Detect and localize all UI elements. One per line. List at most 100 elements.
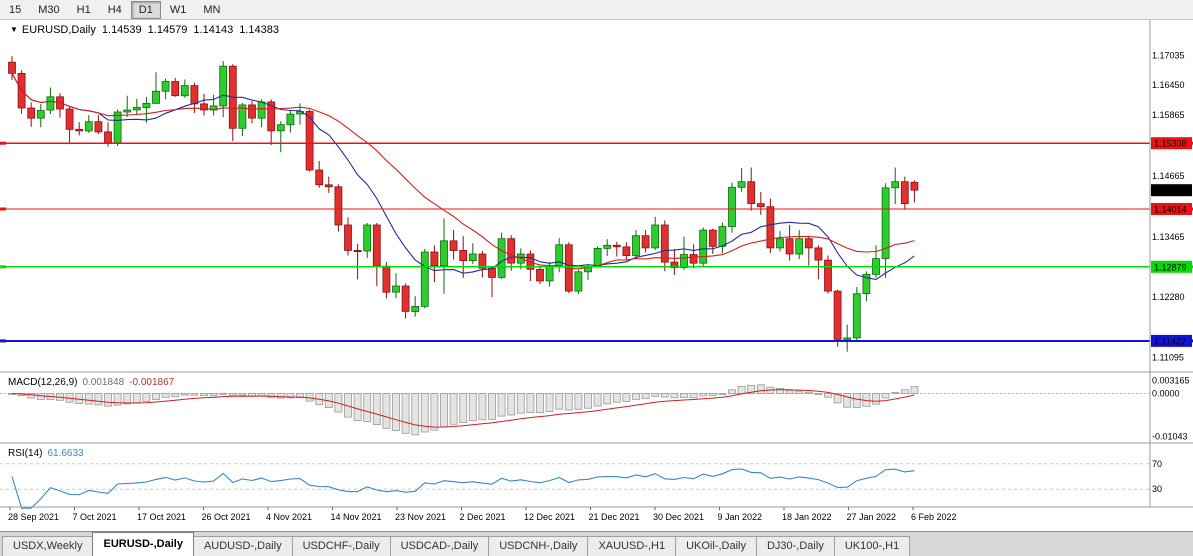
timeframe-button-H1[interactable]: H1 (69, 1, 99, 19)
macd-histogram-bar (795, 390, 804, 395)
tab-uk100-h1[interactable]: UK100-,H1 (833, 536, 911, 556)
candle-body (8, 61, 16, 74)
rsi-scale-label: 30 (1152, 484, 1162, 494)
candle-body (171, 81, 180, 97)
candle-body (891, 181, 900, 189)
macd-histogram-bar (180, 393, 189, 396)
chart-title: ▼ EURUSD,Daily 1.14539 1.14579 1.14143 1.1438… (10, 24, 279, 36)
ohlc-open: 1.14539 (101, 24, 142, 36)
macd-histogram-bar (267, 393, 276, 398)
price-tick-label: 1.12280 (1152, 292, 1185, 302)
timeframe-button-15[interactable]: 15 (1, 1, 29, 19)
price-tick-label: 1.14665 (1152, 171, 1185, 181)
candle-body (900, 181, 909, 204)
macd-histogram-bar (651, 393, 660, 397)
macd-histogram-bar (84, 393, 93, 405)
candle-body (852, 293, 861, 339)
timeframe-button-D1[interactable]: D1 (130, 0, 161, 19)
timeframe-button-M30[interactable]: M30 (30, 1, 67, 19)
timeframe-button-H4[interactable]: H4 (100, 1, 130, 19)
macd-histogram-bar (382, 393, 391, 429)
macd-histogram-bar (478, 393, 487, 421)
candle-body (65, 108, 74, 130)
candle-body (632, 235, 640, 256)
date-label: 17 Oct 2021 (137, 512, 186, 522)
candle-body (660, 224, 669, 263)
candle-body (785, 238, 794, 255)
macd-histogram-bar (200, 393, 208, 397)
candle-body (382, 265, 391, 293)
date-label: 7 Oct 2021 (73, 512, 117, 522)
candle-body (142, 103, 151, 108)
price-tick-label: 1.11095 (1152, 353, 1184, 363)
tab-usdcnh-daily[interactable]: USDCNH-,Daily (488, 536, 589, 556)
candle-body (219, 65, 228, 107)
price-tick-label: 1.17035 (1152, 50, 1185, 60)
candle-body (766, 206, 775, 249)
candle-body (680, 254, 688, 269)
macd-histogram-bar (296, 393, 304, 399)
macd-scale-label: 0.003165 (1152, 375, 1190, 385)
macd-histogram-bar (94, 393, 103, 406)
macd-histogram-bar (747, 384, 756, 394)
tab-dj30-daily[interactable]: DJ30-,Daily (755, 536, 835, 556)
timeframe-button-MN[interactable]: MN (195, 1, 228, 19)
price-tick-label: 1.16450 (1152, 80, 1185, 90)
tab-usdchf-daily[interactable]: USDCHF-,Daily (291, 536, 391, 556)
macd-histogram-bar (555, 393, 564, 410)
candle-body (267, 101, 276, 132)
macd-histogram-bar (401, 393, 410, 434)
candle-body (622, 246, 631, 256)
candle-body (315, 169, 324, 186)
timeframe-button-W1[interactable]: W1 (162, 1, 195, 19)
candle-body (814, 247, 823, 261)
candle-body (881, 187, 890, 259)
macd-histogram-bar (488, 393, 496, 420)
candle-body (843, 337, 852, 340)
candle-body (862, 273, 871, 295)
macd-name: MACD(12,26,9) (8, 377, 78, 388)
chart-window: 1.17035 1.16450 1.15865 1.14665 1.13465 1.122… (0, 20, 1193, 531)
macd-histogram-bar (440, 393, 448, 428)
candle-body (555, 244, 564, 268)
macd-histogram-bar (689, 393, 698, 399)
macd-histogram-bar (526, 393, 535, 414)
macd-histogram-bar (804, 391, 813, 394)
macd-histogram-bar (171, 393, 180, 397)
macd-histogram-bar (353, 393, 362, 422)
tab-usdcad-daily[interactable]: USDCAD-,Daily (389, 536, 490, 556)
candle-body (392, 285, 400, 293)
current-price-label-box (1151, 184, 1192, 197)
chart-dropdown-icon[interactable]: ▼ (10, 25, 18, 34)
candle-body (401, 285, 410, 312)
macd-histogram-bar (785, 389, 794, 394)
macd-histogram-bar (257, 393, 266, 397)
macd-title: MACD(12,26,9) 0.001848 -0.001867 (8, 377, 174, 388)
line-right-marker (1187, 207, 1193, 211)
tab-ukoil-daily[interactable]: UKOil-,Daily (675, 536, 757, 556)
macd-histogram-bar (622, 393, 631, 402)
timeframe-toolbar: 15 M30 H1 H4 D1 W1 MN (0, 0, 1193, 20)
symbol-tabbar: USDX,Weekly EURUSD-,Daily AUDUSD-,Daily USD… (0, 531, 1193, 556)
rsi-line (11, 468, 915, 509)
candle-body (180, 85, 189, 97)
candle-body (248, 104, 256, 119)
candle-body (46, 96, 55, 111)
macd-histogram-bar (900, 389, 909, 394)
price-line-label: 1.15308 (1154, 139, 1187, 149)
chart-canvas[interactable]: 1.17035 1.16450 1.15865 1.14665 1.13465 1.122… (0, 20, 1193, 531)
tab-audusd-daily[interactable]: AUDUSD-,Daily (192, 536, 293, 556)
candle-body (651, 224, 660, 249)
candle-body (459, 249, 468, 261)
ohlc-close: 1.14383 (239, 24, 279, 36)
macd-histogram-bar (756, 384, 765, 394)
line-left-marker (0, 265, 6, 269)
tab-eurusd-daily[interactable]: EURUSD-,Daily (92, 532, 194, 556)
macd-histogram-bar (536, 393, 544, 414)
tab-xauusd-h1[interactable]: XAUUSD-,H1 (587, 536, 677, 556)
tab-usdx-weekly[interactable]: USDX,Weekly (2, 536, 94, 556)
macd-scale-label: 0.0000 (1152, 389, 1180, 399)
macd-histogram-bar (132, 393, 141, 404)
line-right-marker (1187, 141, 1193, 145)
date-label: 2 Dec 2021 (460, 512, 506, 522)
